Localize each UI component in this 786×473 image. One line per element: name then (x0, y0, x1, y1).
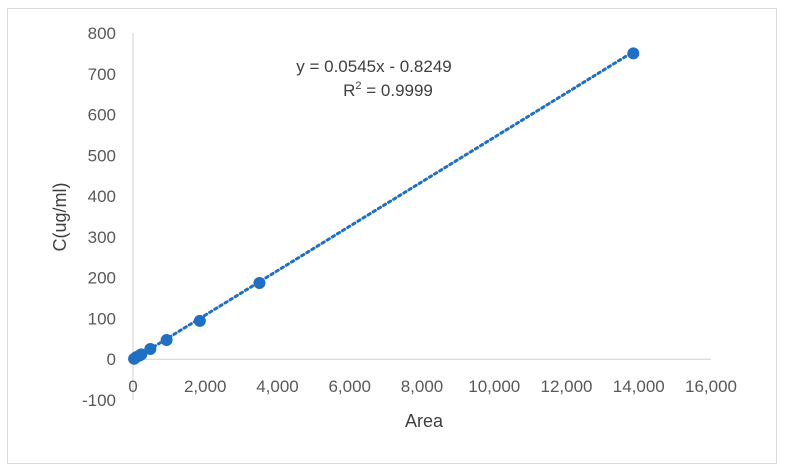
axes (132, 33, 711, 400)
x-tick-label: 6,000 (328, 377, 371, 396)
y-tick-label: 800 (88, 24, 116, 43)
y-tick-label: 600 (88, 106, 116, 125)
x-axis-title: Area (405, 411, 444, 431)
y-tick-labels: -100 0 100 200 300 400 500 600 700 800 (82, 24, 116, 410)
x-tick-label: 14,000 (613, 377, 665, 396)
data-point (253, 276, 266, 289)
y-tick-label: 0 (107, 350, 116, 369)
y-tick-label: 400 (88, 187, 116, 206)
r-squared-prefix: R (343, 81, 355, 100)
data-point (160, 334, 173, 347)
x-tick-label: 10,000 (468, 377, 520, 396)
chart-frame (7, 8, 777, 464)
y-tick-label: 100 (88, 309, 116, 328)
data-point (193, 314, 206, 327)
x-tick-labels: 0 2,000 4,000 6,000 8,000 10,000 12,000 14,000 1… (128, 377, 737, 396)
data-points (128, 47, 640, 365)
r-squared-sup: 2 (355, 80, 361, 92)
data-point (627, 47, 640, 60)
data-point (135, 348, 148, 361)
trendline-equation: y = 0.0545x - 0.8249 (296, 57, 451, 76)
x-tick-label: 8,000 (401, 377, 444, 396)
y-tick-label: 200 (88, 269, 116, 288)
data-point (144, 343, 157, 356)
y-axis-title: C(ug/ml) (50, 182, 70, 251)
y-tick-label: -100 (82, 391, 116, 410)
x-tick-label: 12,000 (541, 377, 593, 396)
x-tick-label: 4,000 (256, 377, 299, 396)
y-tick-label: 300 (88, 228, 116, 247)
x-tick-label: 0 (128, 377, 137, 396)
x-tick-label: 16,000 (685, 377, 737, 396)
y-tick-label: 700 (88, 65, 116, 84)
trendline (131, 50, 635, 362)
x-tick-label: 2,000 (184, 377, 227, 396)
y-tick-label: 500 (88, 146, 116, 165)
r-squared-value: = 0.9999 (362, 81, 433, 100)
r-squared-label: R2 = 0.9999 (343, 80, 433, 100)
